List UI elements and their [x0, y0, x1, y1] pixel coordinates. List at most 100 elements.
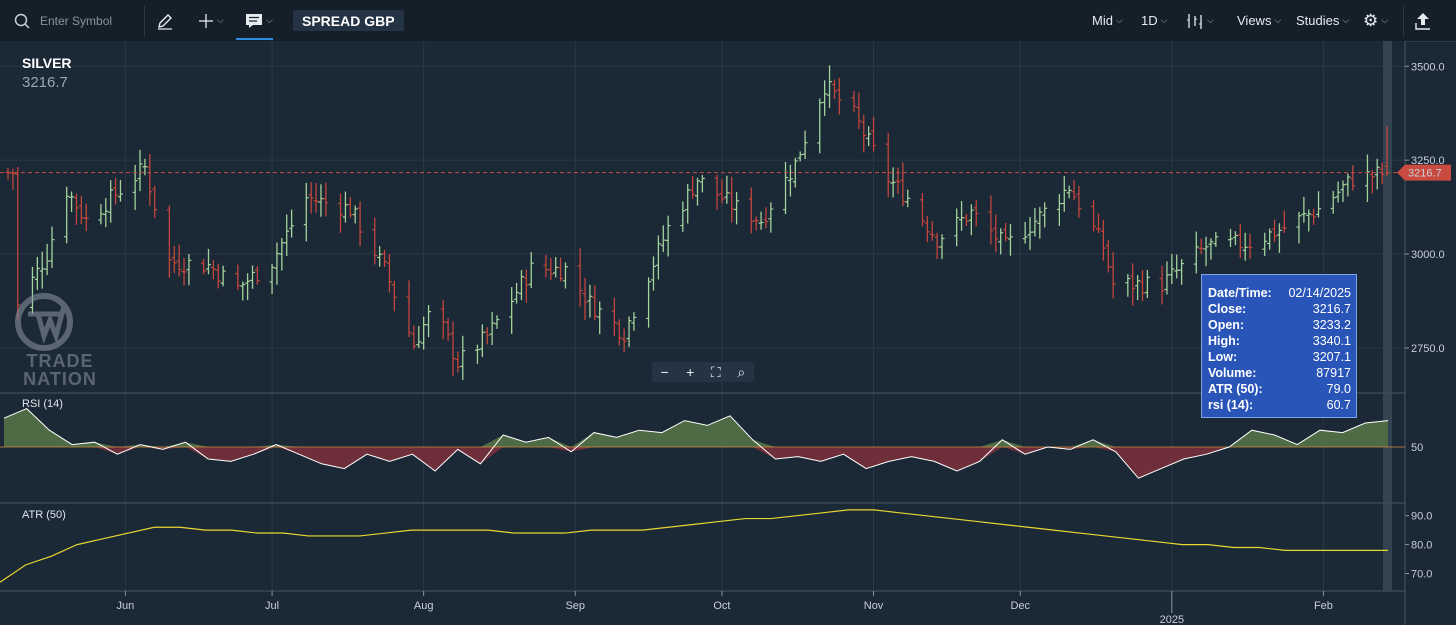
tooltip-value: 3207.1 — [1312, 350, 1351, 364]
x-axis-label: Dec — [1010, 600, 1030, 612]
tooltip-key: rsi (14): — [1208, 398, 1254, 412]
share-button[interactable] — [1413, 0, 1433, 41]
views-dropdown[interactable]: Views ⌵ — [1237, 0, 1281, 41]
candles-icon — [1186, 12, 1204, 30]
chevron-down-icon: ⌵ — [1160, 15, 1168, 25]
views-label: Views — [1237, 13, 1272, 28]
zoom-controls: − + ⛶ ⌕ — [652, 362, 754, 382]
data-tooltip: Date/Time: 02/14/2025 Close: 3216.7 Open: 323… — [1201, 274, 1357, 418]
search-icon — [14, 13, 30, 29]
comment-icon — [245, 13, 263, 29]
atr-y-tick-label: 80.0 — [1411, 540, 1432, 552]
toolbar: ⌵ ⌵ SPREAD GBP Mid ⌵ 1D ⌵ ⌵ Views ⌵ Stud… — [0, 0, 1456, 42]
chart-area[interactable]: 3216.7 3500.0 3250.0 3000.0 2750.0 50 90.0 80.0… — [0, 41, 1456, 625]
tooltip-row: Date/Time: 02/14/2025 — [1208, 285, 1351, 301]
logo-mark — [15, 293, 73, 351]
active-tool-indicator — [236, 38, 273, 40]
tooltip-row: Volume: 87917 — [1208, 365, 1351, 381]
x-axis-label: Feb — [1314, 600, 1333, 612]
tooltip-key: High: — [1208, 334, 1240, 348]
chart-canvas[interactable]: 3216.7 3500.0 3250.0 3000.0 2750.0 50 90.0 80.0… — [0, 41, 1456, 625]
tooltip-key: Low: — [1208, 350, 1238, 364]
x-axis-year-label: 2025 — [1160, 614, 1184, 625]
tooltip-key: Volume: — [1208, 366, 1257, 380]
chevron-down-icon: ⌵ — [217, 15, 224, 25]
tooltip-row: rsi (14): 60.7 — [1208, 397, 1351, 413]
chevron-down-icon: ⌵ — [1274, 15, 1282, 25]
zoom-out-icon[interactable]: − — [660, 364, 669, 380]
tooltip-value: 3340.1 — [1312, 334, 1351, 348]
tooltip-value: 02/14/2025 — [1288, 286, 1351, 300]
crosshair-button[interactable]: ⌵ — [198, 0, 224, 41]
tooltip-value: 87917 — [1316, 366, 1351, 380]
symbol-search[interactable] — [14, 0, 144, 41]
price-type-label: Mid — [1092, 13, 1113, 28]
x-axis-label: Oct — [713, 600, 730, 612]
tooltip-row: ATR (50): 79.0 — [1208, 381, 1351, 397]
toolbar-divider — [144, 6, 145, 36]
x-axis-label: Nov — [864, 600, 884, 612]
symbol-badge[interactable]: SPREAD GBP — [293, 10, 404, 31]
x-axis-label: Aug — [414, 600, 434, 612]
price-type-dropdown[interactable]: Mid ⌵ — [1092, 0, 1123, 41]
price-y-tick-label: 3000.0 — [1411, 249, 1445, 261]
atr-pane-label: ATR (50) — [22, 509, 66, 521]
interval-dropdown[interactable]: 1D ⌵ — [1141, 0, 1167, 41]
draw-tool-button[interactable] — [156, 0, 174, 41]
x-axis-label: Jul — [265, 600, 279, 612]
x-axis-label: Sep — [565, 600, 585, 612]
chevron-down-icon: ⌵ — [1207, 15, 1214, 25]
rsi-pane-label: RSI (14) — [22, 398, 63, 410]
price-y-tick-label: 3250.0 — [1411, 155, 1445, 167]
toolbar-divider — [1403, 6, 1404, 36]
chevron-down-icon: ⌵ — [1381, 15, 1389, 25]
zoom-reset-icon[interactable]: ⌕ — [737, 363, 746, 380]
last-price-tag — [1397, 164, 1451, 181]
tooltip-value: 3216.7 — [1312, 302, 1351, 316]
chevron-down-icon: ⌵ — [1115, 15, 1123, 25]
rsi-fill-below — [4, 447, 1388, 479]
tooltip-row: Low: 3207.1 — [1208, 349, 1351, 365]
rsi-line — [3, 408, 1389, 479]
tooltip-key: Close: — [1208, 302, 1247, 316]
tooltip-key: Open: — [1208, 318, 1245, 332]
studies-label: Studies — [1296, 13, 1340, 28]
chevron-down-icon: ⌵ — [266, 15, 273, 25]
logo-text: TRADE NATION — [23, 351, 97, 389]
tooltip-value: 79.0 — [1326, 382, 1351, 396]
tooltip-value: 60.7 — [1326, 398, 1351, 412]
instrument-last-price: 3216.7 — [22, 74, 68, 91]
tooltip-value: 3233.2 — [1312, 318, 1351, 332]
trade-nation-logo: TRADE NATION — [14, 292, 106, 388]
tooltip-row: High: 3340.1 — [1208, 333, 1351, 349]
plot-background — [0, 41, 1405, 591]
search-input[interactable] — [38, 12, 132, 29]
studies-dropdown[interactable]: Studies ⌵ — [1296, 0, 1349, 41]
price-y-tick-label: 3500.0 — [1411, 61, 1445, 73]
share-icon — [1413, 11, 1433, 31]
atr-y-tick-label: 90.0 — [1411, 511, 1432, 523]
last-price-tag-label: 3216.7 — [1408, 168, 1442, 180]
instrument-name: SILVER — [22, 55, 72, 71]
chevron-down-icon: ⌵ — [1342, 15, 1350, 25]
settings-dropdown[interactable]: ⚙ ⌵ — [1363, 0, 1388, 41]
x-axis-label: Jun — [116, 600, 134, 612]
tooltip-row: Close: 3216.7 — [1208, 301, 1351, 317]
price-y-tick-label: 2750.0 — [1411, 343, 1445, 355]
tooltip-key: ATR (50): — [1208, 382, 1263, 396]
tooltip-key: Date/Time: — [1208, 286, 1272, 300]
atr-y-tick-label: 70.0 — [1411, 569, 1432, 581]
fit-screen-icon[interactable]: ⛶ — [710, 363, 721, 380]
rsi-fill-above — [4, 408, 1388, 447]
annotation-button[interactable]: ⌵ — [245, 0, 273, 41]
interval-label: 1D — [1141, 13, 1158, 28]
gear-icon: ⚙ — [1363, 10, 1379, 30]
chart-type-dropdown[interactable]: ⌵ — [1186, 0, 1214, 41]
tooltip-row: Open: 3233.2 — [1208, 317, 1351, 333]
rsi-reference-label: 50 — [1411, 442, 1423, 454]
pencil-icon — [156, 12, 174, 30]
cursor-column — [1383, 41, 1392, 591]
atr-line — [0, 509, 1388, 583]
crosshair-icon — [198, 13, 214, 29]
zoom-in-icon[interactable]: + — [686, 364, 695, 380]
